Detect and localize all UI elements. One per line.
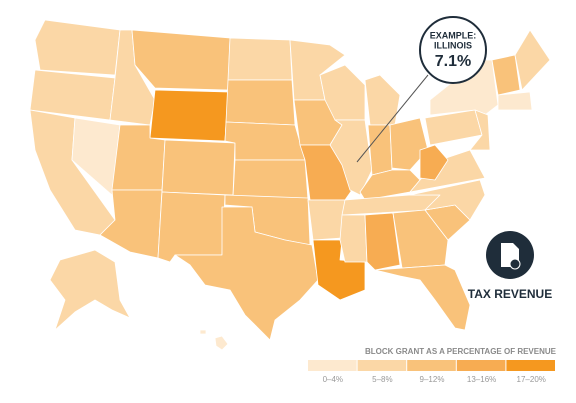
legend-swatch xyxy=(456,360,506,371)
state xyxy=(514,29,551,91)
legend-label: 9–12% xyxy=(420,375,445,384)
legend-label: 13–16% xyxy=(467,375,496,384)
legend-title: BLOCK GRANT AS A PERCENTAGE OF REVENUE xyxy=(365,347,557,356)
state xyxy=(329,119,373,196)
state xyxy=(307,199,346,241)
callout-line1: EXAMPLE: xyxy=(430,30,477,40)
state xyxy=(174,206,319,341)
state xyxy=(225,79,296,126)
states xyxy=(29,19,551,351)
legend-swatch xyxy=(357,360,407,371)
state xyxy=(339,214,368,263)
callout-line xyxy=(356,74,429,163)
state xyxy=(34,19,121,76)
callout-value: 7.1% xyxy=(435,53,471,70)
legend-swatch xyxy=(506,360,555,371)
state xyxy=(227,37,293,81)
state xyxy=(364,74,401,126)
callout-circle xyxy=(419,16,487,84)
state xyxy=(232,159,309,201)
state xyxy=(149,89,229,142)
state xyxy=(424,109,483,146)
state xyxy=(491,54,521,96)
state xyxy=(497,91,533,111)
state xyxy=(409,179,486,221)
state xyxy=(392,209,449,269)
legend-label: 0–4% xyxy=(323,375,343,384)
state xyxy=(161,139,236,196)
state xyxy=(199,329,207,335)
state xyxy=(49,249,131,331)
state xyxy=(131,29,231,91)
legend-label: 17–20% xyxy=(517,375,546,384)
legend-swatch xyxy=(308,360,357,371)
state xyxy=(419,144,449,181)
state xyxy=(224,121,306,161)
legend: 0–4% 5–8% 9–12% 13–16% 17–20% xyxy=(308,360,555,384)
state xyxy=(157,191,226,263)
legend-swatch xyxy=(407,360,456,371)
state xyxy=(389,117,429,171)
badge-label: TAX REVENUE xyxy=(468,287,552,301)
callout-line2: ILLINOIS xyxy=(434,40,472,50)
state xyxy=(469,109,491,151)
state xyxy=(367,124,393,176)
state xyxy=(364,212,401,271)
state xyxy=(374,264,471,331)
legend-label: 5–8% xyxy=(372,375,392,384)
badge-coin xyxy=(509,258,521,270)
state xyxy=(71,117,121,196)
state xyxy=(214,335,229,351)
